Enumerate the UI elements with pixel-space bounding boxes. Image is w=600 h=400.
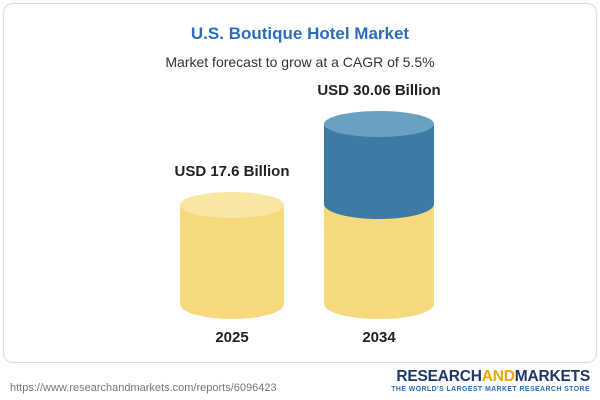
footer: https://www.researchandmarkets.com/repor… — [0, 367, 600, 394]
cylinder-segment-yellow — [324, 205, 434, 319]
bar-group-2025: USD 17.6 Billion 2025 — [172, 163, 292, 346]
logo-word-markets: MARKETS — [514, 367, 590, 385]
cylinder-2034 — [324, 111, 434, 319]
cylinder-body-yellow — [180, 205, 284, 319]
chart-card: U.S. Boutique Hotel Market Market foreca… — [3, 3, 597, 363]
cylinder-segment-blue — [324, 124, 434, 219]
cylinder-top-ellipse — [180, 192, 284, 218]
cylinder-2025 — [180, 192, 284, 319]
chart-title: U.S. Boutique Hotel Market — [190, 24, 410, 43]
logo-word-research: RESEARCH — [396, 367, 482, 385]
logo-tagline: THE WORLD'S LARGEST MARKET RESEARCH STOR… — [391, 386, 590, 394]
logo-wordmark: RESEARCHANDMARKETS — [391, 367, 590, 385]
research-and-markets-logo: RESEARCHANDMARKETS THE WORLD'S LARGEST M… — [391, 367, 590, 394]
value-label-2034: USD 30.06 Billion — [317, 82, 441, 99]
value-label-2025: USD 17.6 Billion — [174, 163, 290, 180]
category-label-2025: 2025 — [215, 329, 249, 346]
logo-word-and: AND — [481, 367, 515, 385]
report-url-link[interactable]: https://www.researchandmarkets.com/repor… — [10, 382, 277, 394]
chart-subtitle: Market forecast to grow at a CAGR of 5.5… — [165, 54, 435, 70]
category-label-2034: 2034 — [362, 329, 396, 346]
bar-group-2034: USD 30.06 Billion 2034 — [317, 82, 441, 346]
cylinder-top-ellipse — [324, 111, 434, 137]
